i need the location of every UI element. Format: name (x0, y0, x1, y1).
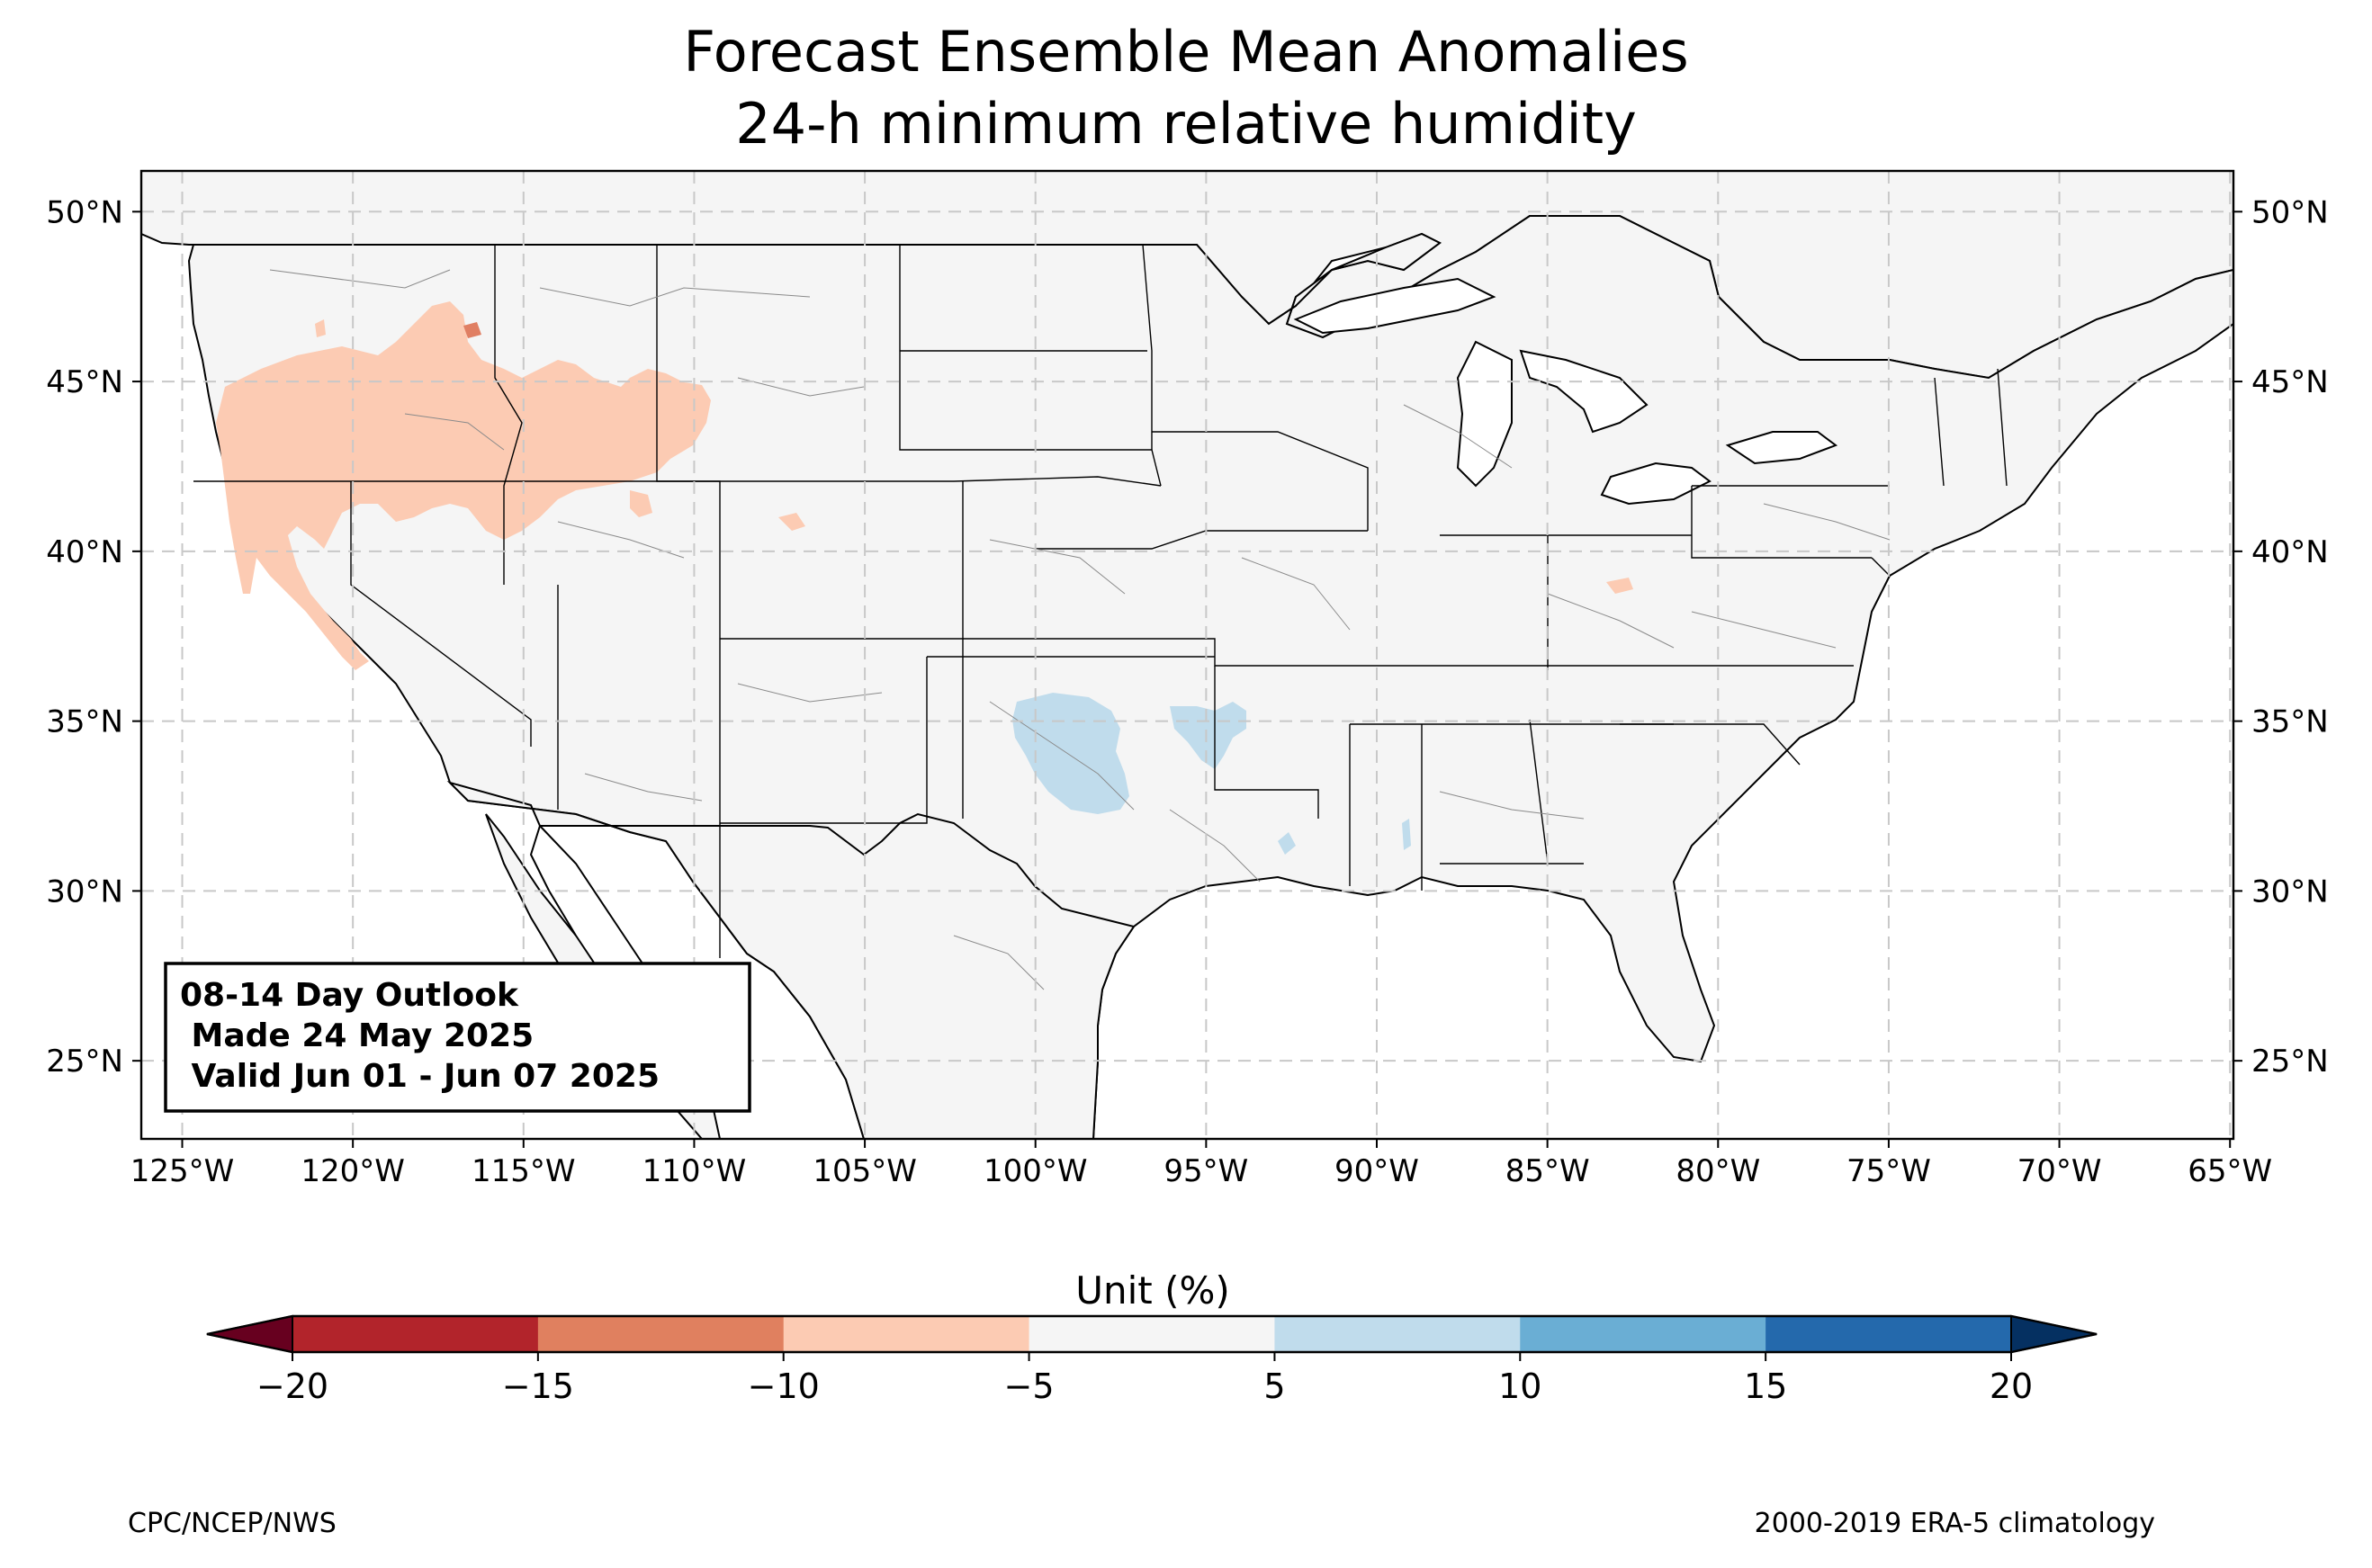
lat-tick-label-left: 35°N (46, 704, 123, 740)
lon-tick-label: 100°W (984, 1153, 1088, 1189)
lat-tick-label-left: 50°N (46, 194, 123, 230)
colorbar-segment (1766, 1316, 2012, 1352)
anomaly-small-moist-1 (1278, 832, 1296, 855)
colorbar-tick-label: −10 (748, 1366, 820, 1406)
colorbar-segment (1274, 1316, 1521, 1352)
colorbar-segment (783, 1316, 1030, 1352)
title-line-1: Forecast Ensemble Mean Anomalies (683, 19, 1689, 85)
colorbar-segment (292, 1316, 539, 1352)
anomaly-arkansas-moist (1170, 702, 1246, 769)
colorbar-tick-label: 5 (1263, 1366, 1285, 1406)
lat-tick-label-left: 40°N (46, 534, 123, 570)
lon-tick-label: 80°W (1676, 1153, 1760, 1189)
lon-tick-label: 85°W (1505, 1153, 1590, 1189)
lat-tick-label-right: 50°N (2251, 194, 2329, 230)
colorbar-under-arrow (206, 1314, 293, 1354)
map-frame (139, 169, 2235, 1141)
lon-tick-label: 65°W (2188, 1153, 2272, 1189)
colorbar-segments (206, 1314, 2098, 1354)
lat-tick-label-left: 45°N (46, 364, 123, 400)
anomaly-west-dry (216, 301, 711, 670)
colorbar-tick-label: −20 (256, 1366, 328, 1406)
lat-tick-label-right: 25°N (2251, 1044, 2329, 1080)
colorbar-segment (537, 1316, 785, 1352)
lat-tick-label-right: 45°N (2251, 364, 2329, 400)
lon-tick-label: 75°W (1846, 1153, 1931, 1189)
outlook-line-3: Valid Jun 01 - Jun 07 2025 (180, 1058, 660, 1095)
lat-tick-label-right: 35°N (2251, 704, 2329, 740)
lon-tick-label: 110°W (642, 1153, 747, 1189)
great-lakes (1293, 277, 1838, 506)
lat-tick-label-left: 30°N (46, 874, 123, 909)
colorbar-segment (1520, 1316, 1766, 1352)
credit-right: 2000-2019 ERA-5 climatology (1754, 1508, 2155, 1539)
lon-tick-label: 70°W (2017, 1153, 2102, 1189)
colorbar-ticks: −20 −15 −10 −5 5 10 15 20 (256, 1352, 2033, 1406)
colorbar-tick-label: 20 (1990, 1366, 2033, 1406)
anomaly-small-moist-2 (1402, 819, 1411, 850)
lon-tick-label: 90°W (1334, 1153, 1419, 1189)
credit-left: CPC/NCEP/NWS (128, 1508, 337, 1539)
colorbar-over-arrow (2010, 1314, 2098, 1354)
colorbar-tick-label: 15 (1744, 1366, 1787, 1406)
colorbar-tick-label: 10 (1498, 1366, 1541, 1406)
anomaly-west-dry-patch (630, 490, 652, 517)
title-line-2: 24-h minimum relative humidity (735, 91, 1637, 157)
lon-tick-label: 125°W (130, 1153, 235, 1189)
outlook-line-1: 08-14 Day Outlook (180, 977, 519, 1014)
lat-tick-label-right: 40°N (2251, 534, 2329, 570)
colorbar-tick-label: −5 (1004, 1366, 1055, 1406)
anomaly-fills (216, 301, 1633, 855)
colorbar-segment (1029, 1316, 1275, 1352)
outlook-box: 08-14 Day Outlook Made 24 May 2025 Valid… (164, 962, 751, 1113)
colorbar: Unit (%) −20 −15 −10 −5 5 10 15 20 (206, 1268, 2098, 1406)
anomaly-colorado-patch (778, 513, 805, 531)
lon-tick-label: 95°W (1164, 1153, 1248, 1189)
gridlines (141, 171, 2233, 1139)
lon-tick-label: 115°W (472, 1153, 576, 1189)
state-borders (193, 244, 2008, 958)
anomaly-ohio-patch (1606, 578, 1633, 594)
mexico-land (446, 781, 1136, 1139)
lat-tick-label-right: 30°N (2251, 874, 2329, 909)
anomaly-oklahoma-moist (1012, 693, 1129, 814)
lon-tick-label: 105°W (813, 1153, 917, 1189)
colorbar-label: Unit (%) (1075, 1268, 1230, 1313)
anomaly-montana-core (463, 322, 481, 338)
lon-tick-label: 120°W (301, 1153, 405, 1189)
outlook-line-2: Made 24 May 2025 (180, 1017, 534, 1054)
map-axes: 125°W 120°W 115°W 110°W 105°W 100°W 95°W 90°W 85… (46, 194, 2328, 1189)
lat-tick-label-left: 25°N (46, 1044, 123, 1080)
map-layers (141, 171, 2233, 1139)
colorbar-tick-label: −15 (502, 1366, 574, 1406)
anomaly-small-id (315, 319, 326, 337)
